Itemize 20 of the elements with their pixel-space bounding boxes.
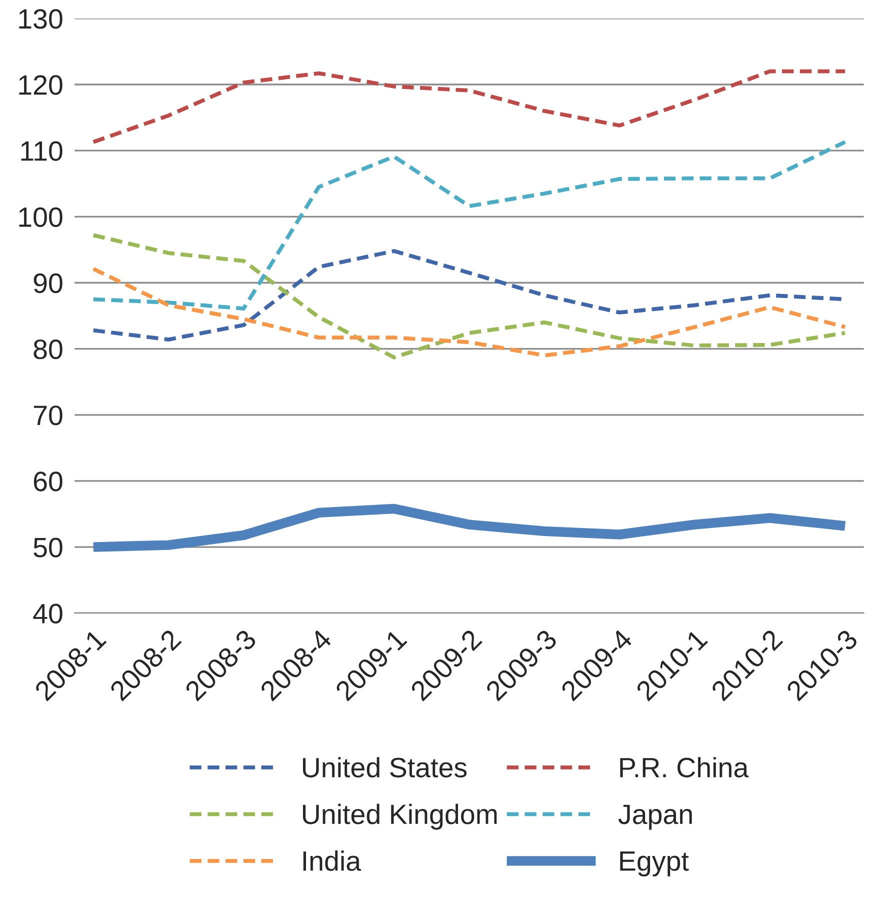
y-tick-label: 130 (19, 9, 62, 29)
legend-label: Japan (618, 804, 692, 830)
legend-label: United States (302, 757, 467, 778)
y-tick-label: 90 (34, 273, 62, 294)
y-tick-label: 50 (34, 538, 62, 558)
y-tick-label: 70 (34, 406, 62, 426)
legend-label: Egypt (620, 852, 689, 876)
line-series (91, 69, 847, 144)
y-tick-label: 120 (19, 75, 62, 95)
legend-label: P.R. China (620, 757, 749, 778)
y-tick-label: 80 (34, 339, 62, 360)
line-series (91, 266, 847, 358)
y-tick-label: 110 (21, 141, 62, 161)
line-series (91, 233, 847, 360)
y-tick-label: 100 (19, 207, 62, 228)
y-tick-label: 60 (34, 472, 62, 492)
line-series (91, 140, 847, 310)
y-tick-label: 40 (33, 604, 62, 624)
legend-label: United Kingdom (302, 804, 497, 830)
legend-label: India (303, 850, 362, 871)
